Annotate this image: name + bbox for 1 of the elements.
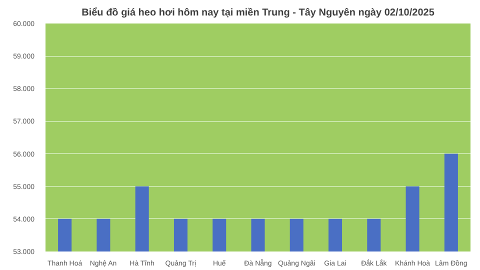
chart-title: Biểu đồ giá heo hơi hôm nay tại miền Trung - Tây Nguyên ngày 02/10/2025 bbox=[82, 6, 435, 18]
